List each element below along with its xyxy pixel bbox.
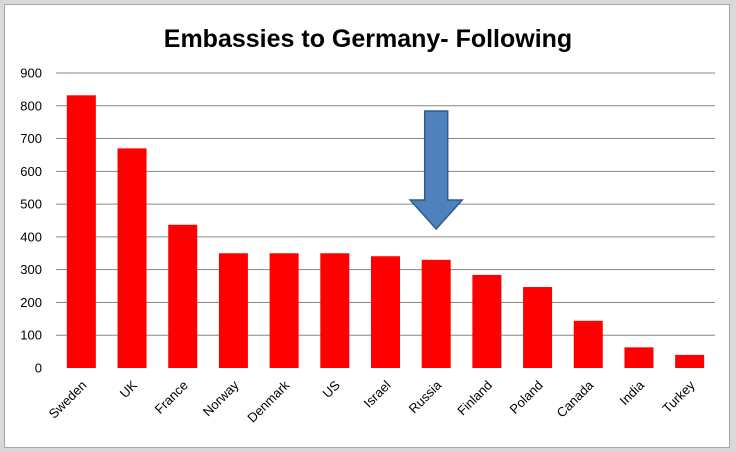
y-tick-label-0: 0: [35, 361, 42, 376]
y-tick-label-600: 600: [20, 164, 42, 179]
x-tick-label-canada: Canada: [554, 377, 597, 420]
x-tick-label-india: India: [617, 377, 648, 408]
bar-chart: Embassies to Germany- Following 0 100 200 3…: [20, 25, 715, 425]
y-axis-tick-labels: 0 100 200 300 400 500 600 700 800 900: [20, 66, 42, 376]
x-tick-label-finland: Finland: [454, 378, 495, 419]
bar-russia: [421, 259, 451, 368]
bar-canada: [573, 320, 603, 368]
x-tick-label-us: US: [320, 377, 344, 401]
y-tick-label-900: 900: [20, 66, 42, 81]
y-tick-label-300: 300: [20, 262, 42, 277]
bar-india: [624, 347, 654, 368]
bar-israel: [371, 256, 400, 368]
x-tick-label-israel: Israel: [361, 377, 394, 410]
x-tick-label-turkey: Turkey: [659, 377, 698, 416]
y-tick-label-100: 100: [20, 328, 42, 343]
y-tick-label-200: 200: [20, 295, 42, 310]
bar-france: [168, 224, 198, 368]
x-tick-label-russia: Russia: [406, 377, 445, 416]
x-tick-label-uk: UK: [117, 377, 141, 401]
x-tick-label-france: France: [152, 378, 191, 417]
bar-uk: [117, 148, 147, 368]
annotations: [408, 110, 464, 231]
bar-us: [320, 253, 350, 368]
bar-turkey: [675, 354, 705, 368]
y-tick-label-500: 500: [20, 197, 42, 212]
x-tick-label-poland: Poland: [506, 378, 545, 417]
x-tick-label-norway: Norway: [200, 377, 242, 419]
bars: [66, 95, 705, 369]
bar-sweden: [66, 95, 96, 369]
x-tick-label-denmark: Denmark: [244, 377, 292, 425]
down-arrow-icon: [408, 110, 464, 231]
gridlines: [56, 72, 715, 336]
y-tick-label-400: 400: [20, 229, 42, 244]
chart-area: Embassies to Germany- Following 0 100 200 3…: [4, 4, 730, 448]
bar-poland: [523, 287, 553, 368]
chart-title: Embassies to Germany- Following: [164, 25, 572, 53]
bar-finland: [472, 274, 502, 368]
y-tick-label-700: 700: [20, 131, 42, 146]
x-tick-label-sweden: Sweden: [46, 378, 90, 422]
x-axis-tick-labels: Sweden UK France Norway Denmark US Israel Russi…: [46, 377, 698, 425]
y-tick-label-800: 800: [20, 98, 42, 113]
bar-norway: [218, 253, 248, 368]
bar-denmark: [269, 253, 299, 368]
